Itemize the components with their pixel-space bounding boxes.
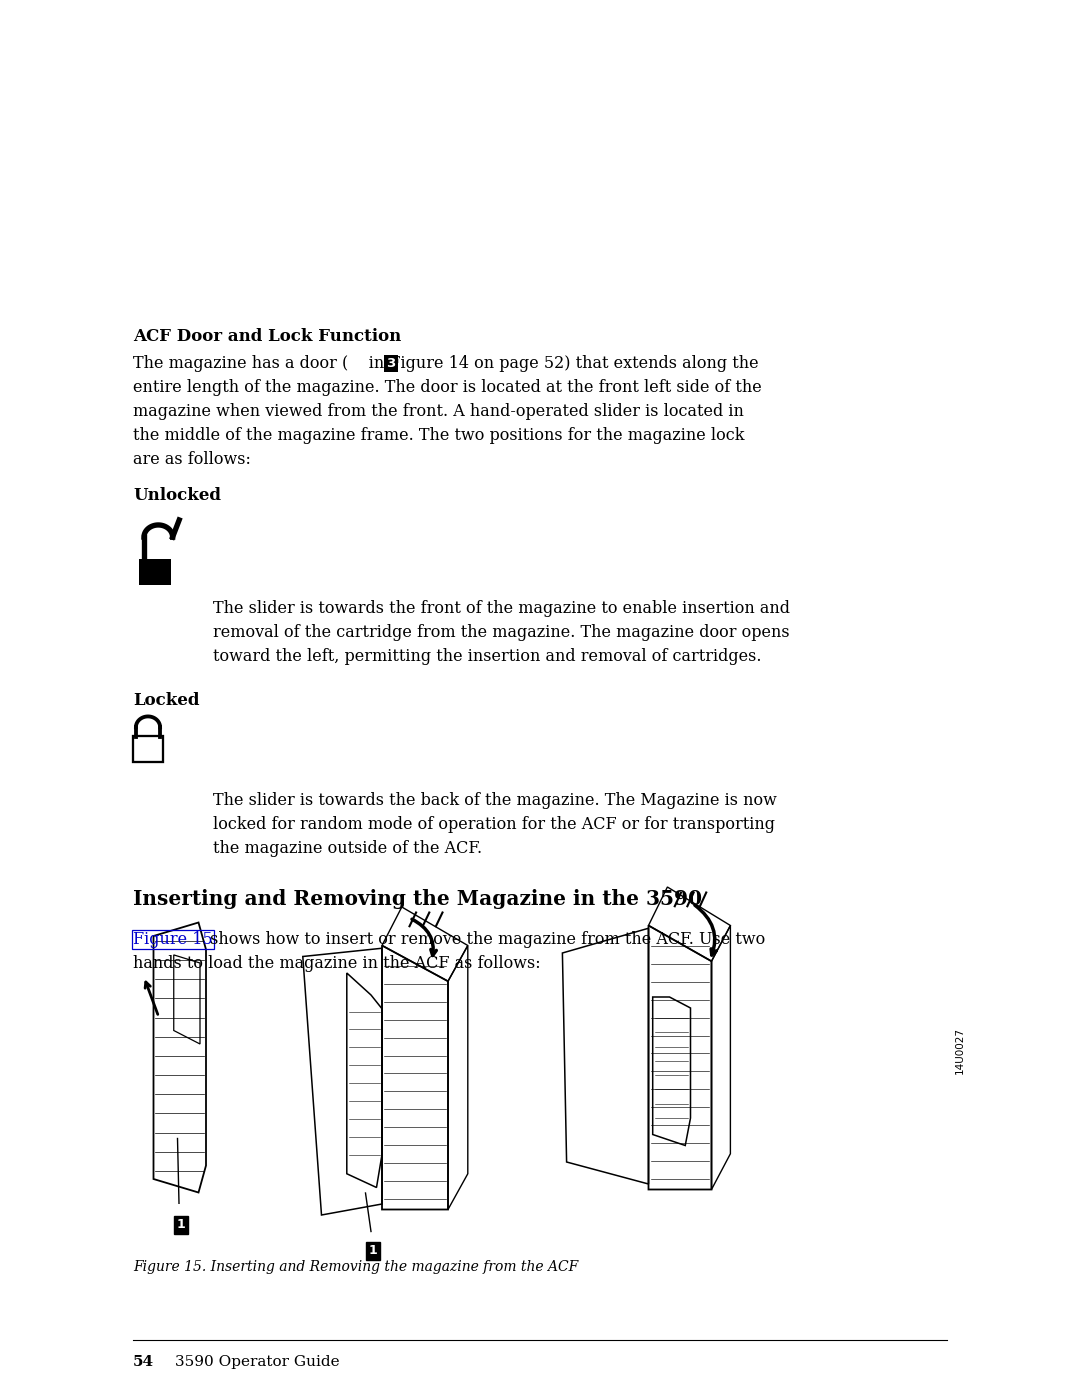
Text: entire length of the magazine. The door is located at the front left side of the: entire length of the magazine. The door … xyxy=(133,379,761,395)
Text: 14U0027: 14U0027 xyxy=(955,1027,966,1073)
Text: removal of the cartridge from the magazine. The magazine door opens: removal of the cartridge from the magazi… xyxy=(213,624,789,641)
Text: 1: 1 xyxy=(369,1245,378,1257)
Text: The magazine has a door (    in Figure 14 on page 52) that extends along the: The magazine has a door ( in Figure 14 o… xyxy=(133,355,758,372)
Text: The slider is towards the front of the magazine to enable insertion and: The slider is towards the front of the m… xyxy=(213,599,789,617)
Text: Inserting and Removing the Magazine in the 3590: Inserting and Removing the Magazine in t… xyxy=(133,888,702,909)
Text: ACF Door and Lock Function: ACF Door and Lock Function xyxy=(133,328,402,345)
Text: Figure 15: Figure 15 xyxy=(133,930,213,949)
FancyBboxPatch shape xyxy=(138,559,172,585)
Text: 3: 3 xyxy=(387,358,395,370)
Text: magazine when viewed from the front. A hand-operated slider is located in: magazine when viewed from the front. A h… xyxy=(133,402,744,420)
Text: The slider is towards the back of the magazine. The Magazine is now: The slider is towards the back of the ma… xyxy=(213,792,777,809)
Text: shows how to insert or remove the magazine from the ACF. Use two: shows how to insert or remove the magazi… xyxy=(205,930,766,949)
Text: the middle of the magazine frame. The two positions for the magazine lock: the middle of the magazine frame. The tw… xyxy=(133,427,744,444)
Text: locked for random mode of operation for the ACF or for transporting: locked for random mode of operation for … xyxy=(213,816,775,833)
Text: are as follows:: are as follows: xyxy=(133,451,251,468)
Text: 1: 1 xyxy=(177,1218,186,1231)
Text: Figure 15. Inserting and Removing the magazine from the ACF: Figure 15. Inserting and Removing the ma… xyxy=(133,1260,578,1274)
Text: 54: 54 xyxy=(133,1355,154,1369)
Text: the magazine outside of the ACF.: the magazine outside of the ACF. xyxy=(213,840,482,856)
Text: Locked: Locked xyxy=(133,692,200,710)
Text: hands to load the magazine in the ACF as follows:: hands to load the magazine in the ACF as… xyxy=(133,956,541,972)
Text: toward the left, permitting the insertion and removal of cartridges.: toward the left, permitting the insertio… xyxy=(213,648,761,665)
FancyBboxPatch shape xyxy=(133,736,163,763)
Text: 3590 Operator Guide: 3590 Operator Guide xyxy=(175,1355,339,1369)
Text: Unlocked: Unlocked xyxy=(133,488,221,504)
